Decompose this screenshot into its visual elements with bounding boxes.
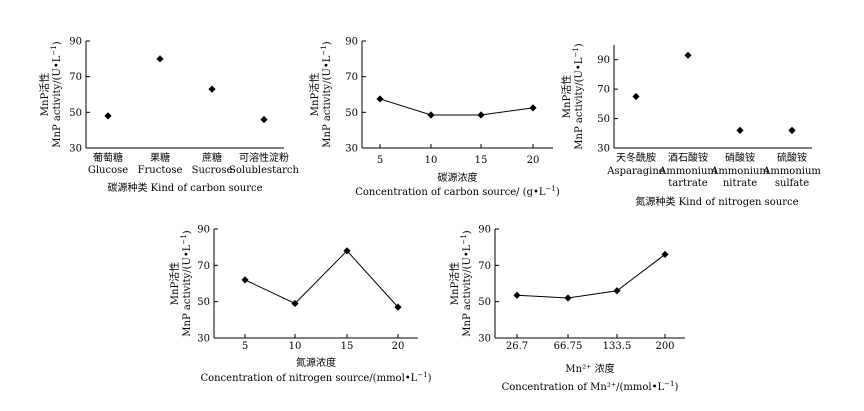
- category-label: Glucose: [88, 165, 128, 176]
- y-tick-label: 90: [197, 225, 210, 236]
- category-label: 10: [425, 155, 438, 166]
- y-tick-label: 90: [345, 37, 358, 48]
- chart-panel-5: 30 50 70 90 26.7 66.75 133.5 200 MnP活性 MnP activi…: [448, 225, 685, 393]
- category-label-cn: 果糖: [150, 151, 170, 164]
- y-tick-label: 30: [597, 144, 610, 155]
- x-axis-label-en: Concentration of carbon source/ (g•L−1): [355, 185, 560, 198]
- data-point: [343, 247, 351, 255]
- category-label-line2: tartrate: [668, 178, 708, 189]
- category-label: Asparagine: [606, 166, 664, 177]
- y-tick-label: 50: [69, 108, 82, 119]
- y-axis-label: MnP activity/(U•L−1): [460, 230, 473, 336]
- category-label-cn: 硝酸铵: [725, 151, 755, 164]
- chart-panel-2: 30 50 70 90 5 10 15 20 MnP活性 MnP activity/(U•L−1)…: [308, 37, 560, 199]
- data-point: [376, 95, 384, 103]
- y-tick-label: 30: [197, 334, 210, 345]
- category-label: 66.75: [554, 341, 583, 352]
- y-tick-label: 70: [597, 85, 610, 96]
- y-tick-label: 30: [69, 144, 82, 155]
- data-point: [529, 104, 537, 112]
- series-line: [244, 250, 399, 308]
- y-axis-label: MnP activity/(U•L−1): [320, 41, 333, 147]
- data-point: [208, 85, 216, 93]
- category-label-line2: nitrate: [723, 178, 757, 189]
- y-axis-label: MnP activity/(U•L−1): [50, 41, 63, 147]
- category-label: 5: [242, 341, 248, 352]
- x-axis-label-en: Concentration of Mn²⁺/(mmol•L−1): [502, 380, 679, 393]
- x-axis-label: 氮源浓度: [296, 356, 336, 369]
- x-axis-label: Mn²⁺ 浓度: [565, 362, 614, 375]
- data-point: [661, 250, 669, 259]
- x-axis-label: 氮源种类 Kind of nitrogen source: [635, 195, 798, 208]
- category-label: Solublestarch: [229, 165, 300, 176]
- y-tick-label: 70: [345, 72, 358, 83]
- y-tick-label: 50: [345, 108, 358, 119]
- chart-panel-3: 30507090天冬酰胺Asparagine酒石酸铵Ammoniumtartra…: [560, 43, 821, 208]
- data-point: [156, 55, 164, 63]
- data-point: [684, 51, 692, 59]
- category-label-cn: 蔗糖: [202, 151, 222, 164]
- x-axis-label: 碳源种类 Kind of carbon source: [107, 181, 262, 194]
- category-label: 26.7: [506, 341, 528, 352]
- y-axis-label-cn: MnP活性: [308, 73, 321, 116]
- y-tick-label: 50: [197, 297, 210, 308]
- category-label: 15: [341, 341, 354, 352]
- y-axis-label-cn: MnP活性: [38, 73, 51, 116]
- y-axis-label-cn: MnP活性: [168, 262, 181, 305]
- data-point: [788, 126, 796, 134]
- data-point: [477, 111, 485, 119]
- y-axis-label-cn: MnP活性: [560, 75, 573, 118]
- y-axis-label-cn: MnP活性: [448, 262, 461, 305]
- data-point: [613, 287, 621, 295]
- data-point: [564, 294, 572, 302]
- y-tick-label: 90: [478, 225, 491, 236]
- data-point: [632, 92, 640, 101]
- series-line: [379, 98, 534, 116]
- x-axis-label-en: Concentration of nitrogen source/(mmol•L…: [200, 371, 431, 384]
- data-point: [260, 115, 268, 124]
- y-tick-label: 30: [345, 144, 358, 155]
- category-label: Sucrose: [192, 165, 233, 176]
- y-tick-label: 30: [478, 334, 491, 345]
- y-axis-label: MnP activity/(U•L−1): [180, 230, 193, 336]
- data-point: [394, 303, 402, 311]
- y-tick-label: 70: [478, 261, 491, 272]
- y-tick-label: 50: [478, 297, 491, 308]
- y-tick-label: 50: [597, 114, 610, 125]
- category-label-line2: sulfate: [775, 178, 809, 189]
- data-point: [427, 111, 435, 119]
- category-label: Fructose: [138, 165, 183, 176]
- category-label: Ammonium: [658, 166, 717, 177]
- y-axis-label: MnP activity/(U•L−1): [572, 43, 585, 149]
- category-label: 20: [527, 155, 540, 166]
- series-line: [516, 254, 666, 299]
- category-label: 5: [377, 155, 383, 166]
- category-label: 20: [392, 341, 405, 352]
- category-label: Ammonium: [762, 166, 821, 177]
- data-point: [736, 126, 744, 134]
- chart-panel-4: 30 50 70 90 5 10 15 20 MnP活性 MnP activity/(U•L−1)…: [168, 225, 432, 385]
- y-tick-label: 90: [69, 37, 82, 48]
- category-label: 133.5: [603, 341, 632, 352]
- x-axis-label: 碳源浓度: [438, 171, 478, 184]
- data-point: [104, 112, 112, 120]
- y-tick-label: 70: [69, 72, 82, 83]
- category-label: 10: [289, 341, 302, 352]
- y-tick-label: 90: [597, 55, 610, 66]
- category-label-cn: 硫酸铵: [777, 151, 807, 164]
- y-tick-label: 70: [197, 261, 210, 272]
- data-point: [513, 291, 521, 299]
- category-label-cn: 酒石酸铵: [668, 151, 708, 164]
- data-point: [291, 299, 299, 308]
- category-label-cn: 天冬酰胺: [616, 151, 656, 164]
- category-label: Ammonium: [710, 166, 769, 177]
- category-label: 15: [475, 155, 488, 166]
- category-label-cn: 可溶性淀粉: [239, 151, 289, 164]
- category-label: 200: [655, 341, 674, 352]
- data-point: [241, 276, 249, 284]
- category-label-cn: 葡萄糖: [93, 151, 123, 164]
